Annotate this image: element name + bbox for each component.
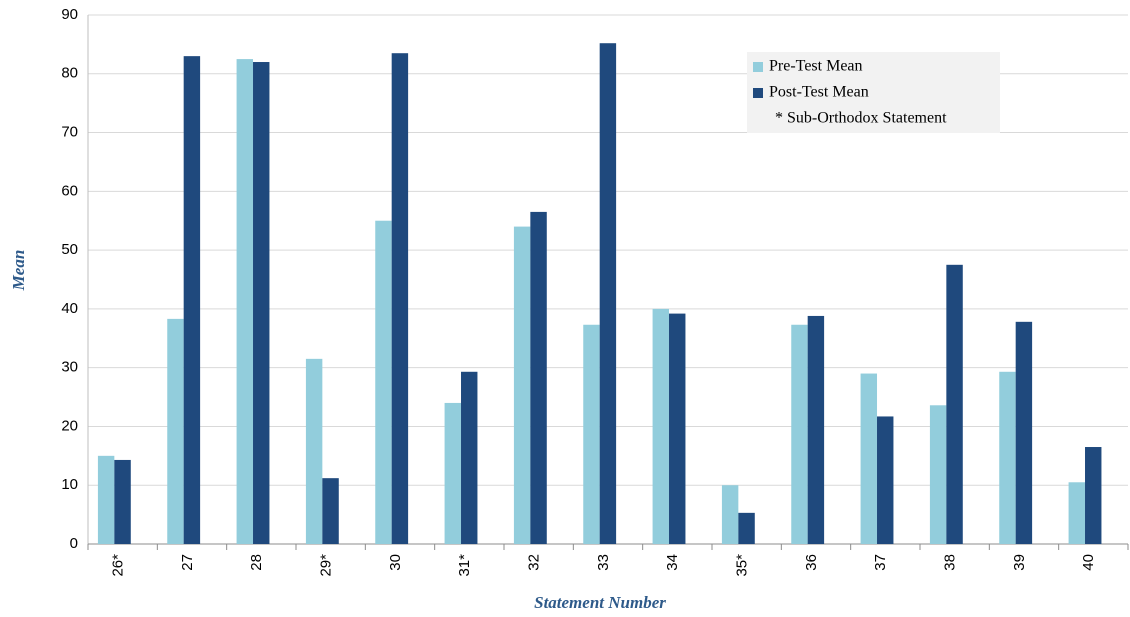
x-tick-label: 31* — [456, 554, 473, 577]
bar — [305, 358, 323, 544]
x-tick-label: 30 — [387, 554, 404, 571]
bar — [236, 59, 254, 544]
x-tick-label: 33 — [595, 554, 612, 571]
bar — [738, 512, 755, 544]
bar — [444, 402, 462, 544]
bar — [652, 308, 670, 544]
bar — [1068, 482, 1086, 544]
y-tick-label: 20 — [61, 417, 78, 434]
bar — [322, 478, 339, 544]
bar — [183, 56, 201, 545]
bar — [669, 313, 686, 544]
y-tick-label: 0 — [70, 535, 78, 552]
x-tick-label: 36 — [803, 554, 820, 571]
legend-swatch — [753, 62, 763, 72]
y-tick-label: 70 — [61, 124, 78, 141]
x-tick-label: 35* — [733, 554, 750, 577]
x-tick-label: 34 — [664, 554, 681, 571]
legend-label: Pre-Test Mean — [769, 58, 863, 75]
y-tick-label: 30 — [61, 359, 78, 376]
bar — [253, 62, 270, 545]
x-axis-title: Statement Number — [534, 593, 666, 612]
legend-swatch — [753, 88, 763, 98]
bar — [877, 416, 894, 544]
bar — [999, 371, 1016, 544]
x-tick-label: 27 — [179, 554, 196, 571]
bar — [391, 53, 409, 544]
bar — [167, 318, 184, 544]
y-tick-label: 40 — [61, 300, 78, 317]
y-axis-title: Mean — [9, 250, 28, 292]
bar — [1085, 447, 1102, 544]
x-tick-label: 38 — [941, 554, 958, 571]
bar — [530, 211, 547, 544]
legend-box — [747, 52, 1000, 133]
y-tick-label: 80 — [61, 65, 78, 82]
bar — [461, 371, 478, 544]
bar — [807, 315, 825, 544]
y-tick-label: 60 — [61, 182, 78, 199]
bar — [1015, 321, 1033, 544]
x-tick-label: 29* — [317, 554, 334, 577]
x-tick-label: 28 — [248, 554, 265, 571]
bar — [929, 405, 947, 544]
bar — [513, 226, 531, 544]
bar — [791, 324, 808, 544]
bar — [721, 485, 739, 544]
y-tick-label: 50 — [61, 241, 78, 258]
bar — [860, 373, 878, 544]
x-tick-label: 37 — [872, 554, 889, 571]
x-tick-label: 40 — [1080, 554, 1097, 571]
y-tick-label: 10 — [61, 476, 78, 493]
x-tick-label: 32 — [525, 554, 542, 571]
y-tick-label: 90 — [61, 6, 78, 23]
bar — [583, 324, 600, 544]
bar — [375, 220, 392, 544]
bar — [599, 43, 617, 545]
x-tick-label: 39 — [1011, 554, 1028, 571]
legend-note: * Sub-Orthodox Statement — [775, 110, 947, 127]
bar — [114, 459, 131, 544]
x-tick-label: 26* — [109, 554, 126, 577]
legend-label: Post-Test Mean — [769, 84, 869, 101]
bar — [946, 264, 963, 544]
bar — [97, 455, 115, 544]
